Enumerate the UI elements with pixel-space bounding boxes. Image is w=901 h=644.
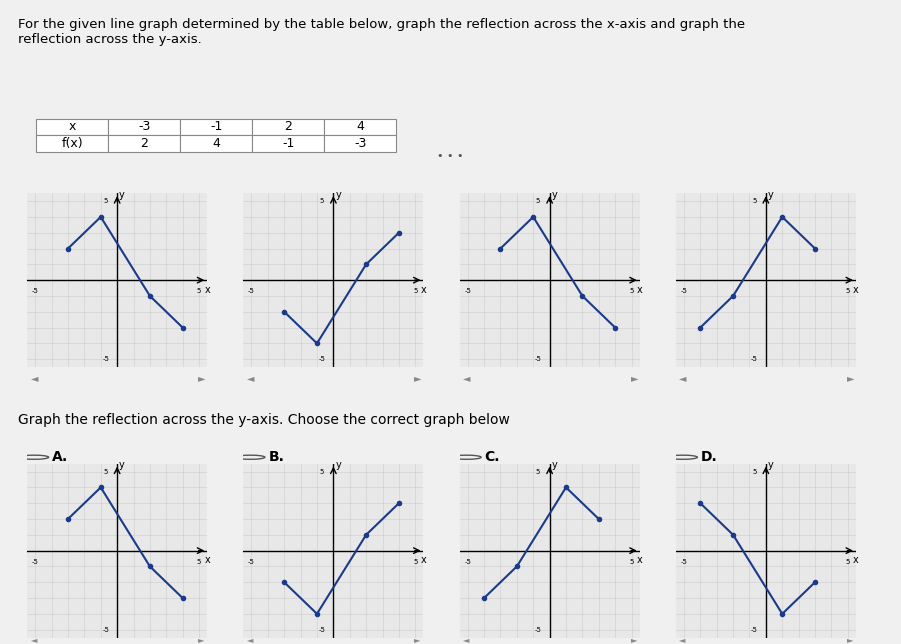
Text: -5: -5 bbox=[680, 559, 687, 565]
Text: -5: -5 bbox=[102, 627, 109, 632]
Text: x: x bbox=[205, 285, 210, 294]
Text: For the given line graph determined by the table below, graph the reflection acr: For the given line graph determined by t… bbox=[18, 18, 745, 46]
Text: 5: 5 bbox=[845, 289, 850, 294]
Text: ►: ► bbox=[847, 374, 854, 383]
Text: -5: -5 bbox=[464, 289, 471, 294]
Text: ◄: ◄ bbox=[679, 374, 687, 383]
Text: 5: 5 bbox=[413, 559, 417, 565]
Text: 5: 5 bbox=[320, 469, 324, 475]
Text: C.: C. bbox=[485, 450, 500, 464]
Text: y: y bbox=[119, 190, 125, 200]
Text: 5: 5 bbox=[413, 289, 417, 294]
Text: -5: -5 bbox=[534, 356, 542, 362]
Text: 5: 5 bbox=[196, 289, 201, 294]
Text: -5: -5 bbox=[751, 627, 758, 632]
Text: y: y bbox=[551, 190, 558, 200]
Text: A.: A. bbox=[52, 450, 68, 464]
Text: x: x bbox=[205, 555, 210, 565]
Text: ◄: ◄ bbox=[247, 374, 254, 383]
Text: ►: ► bbox=[198, 635, 205, 643]
Text: -5: -5 bbox=[680, 289, 687, 294]
Text: ►: ► bbox=[631, 635, 637, 643]
Text: -5: -5 bbox=[248, 559, 255, 565]
Text: 5: 5 bbox=[629, 289, 633, 294]
Text: ►: ► bbox=[847, 635, 853, 643]
Text: 5: 5 bbox=[845, 559, 850, 565]
Text: y: y bbox=[119, 460, 125, 470]
Text: -5: -5 bbox=[32, 559, 39, 565]
Text: -5: -5 bbox=[318, 627, 325, 632]
Text: -5: -5 bbox=[751, 356, 758, 362]
Text: y: y bbox=[335, 190, 341, 200]
Text: x: x bbox=[853, 285, 859, 294]
Text: x: x bbox=[853, 555, 859, 565]
Text: Graph the reflection across the y-axis. Choose the correct graph below: Graph the reflection across the y-axis. … bbox=[18, 413, 510, 427]
Text: -5: -5 bbox=[318, 356, 325, 362]
Text: 5: 5 bbox=[104, 469, 108, 475]
Text: -5: -5 bbox=[32, 289, 39, 294]
Text: 5: 5 bbox=[196, 559, 201, 565]
Text: ►: ► bbox=[631, 374, 638, 383]
Text: x: x bbox=[421, 555, 426, 565]
Text: x: x bbox=[421, 285, 426, 294]
Text: 5: 5 bbox=[320, 198, 324, 204]
Text: x: x bbox=[637, 285, 642, 294]
Text: ◄: ◄ bbox=[463, 635, 469, 643]
Text: ►: ► bbox=[414, 635, 421, 643]
Text: 5: 5 bbox=[104, 198, 108, 204]
Text: 5: 5 bbox=[752, 198, 757, 204]
Text: D.: D. bbox=[701, 450, 718, 464]
Text: ◄: ◄ bbox=[31, 635, 37, 643]
Text: ◄: ◄ bbox=[247, 635, 253, 643]
Text: 5: 5 bbox=[752, 469, 757, 475]
Text: -5: -5 bbox=[464, 559, 471, 565]
Text: 5: 5 bbox=[629, 559, 633, 565]
Text: 5: 5 bbox=[536, 198, 541, 204]
Text: ◄: ◄ bbox=[463, 374, 470, 383]
Text: • • •: • • • bbox=[437, 151, 464, 161]
Text: ◄: ◄ bbox=[31, 374, 38, 383]
Text: 5: 5 bbox=[536, 469, 541, 475]
Text: y: y bbox=[768, 460, 774, 470]
Text: -5: -5 bbox=[534, 627, 542, 632]
Text: ►: ► bbox=[198, 374, 205, 383]
Text: -5: -5 bbox=[102, 356, 109, 362]
Text: -5: -5 bbox=[248, 289, 255, 294]
Text: y: y bbox=[768, 190, 774, 200]
Text: ◄: ◄ bbox=[679, 635, 686, 643]
Text: B.: B. bbox=[268, 450, 285, 464]
Text: ►: ► bbox=[414, 374, 422, 383]
Text: y: y bbox=[551, 460, 558, 470]
Text: x: x bbox=[637, 555, 642, 565]
Text: y: y bbox=[335, 460, 341, 470]
